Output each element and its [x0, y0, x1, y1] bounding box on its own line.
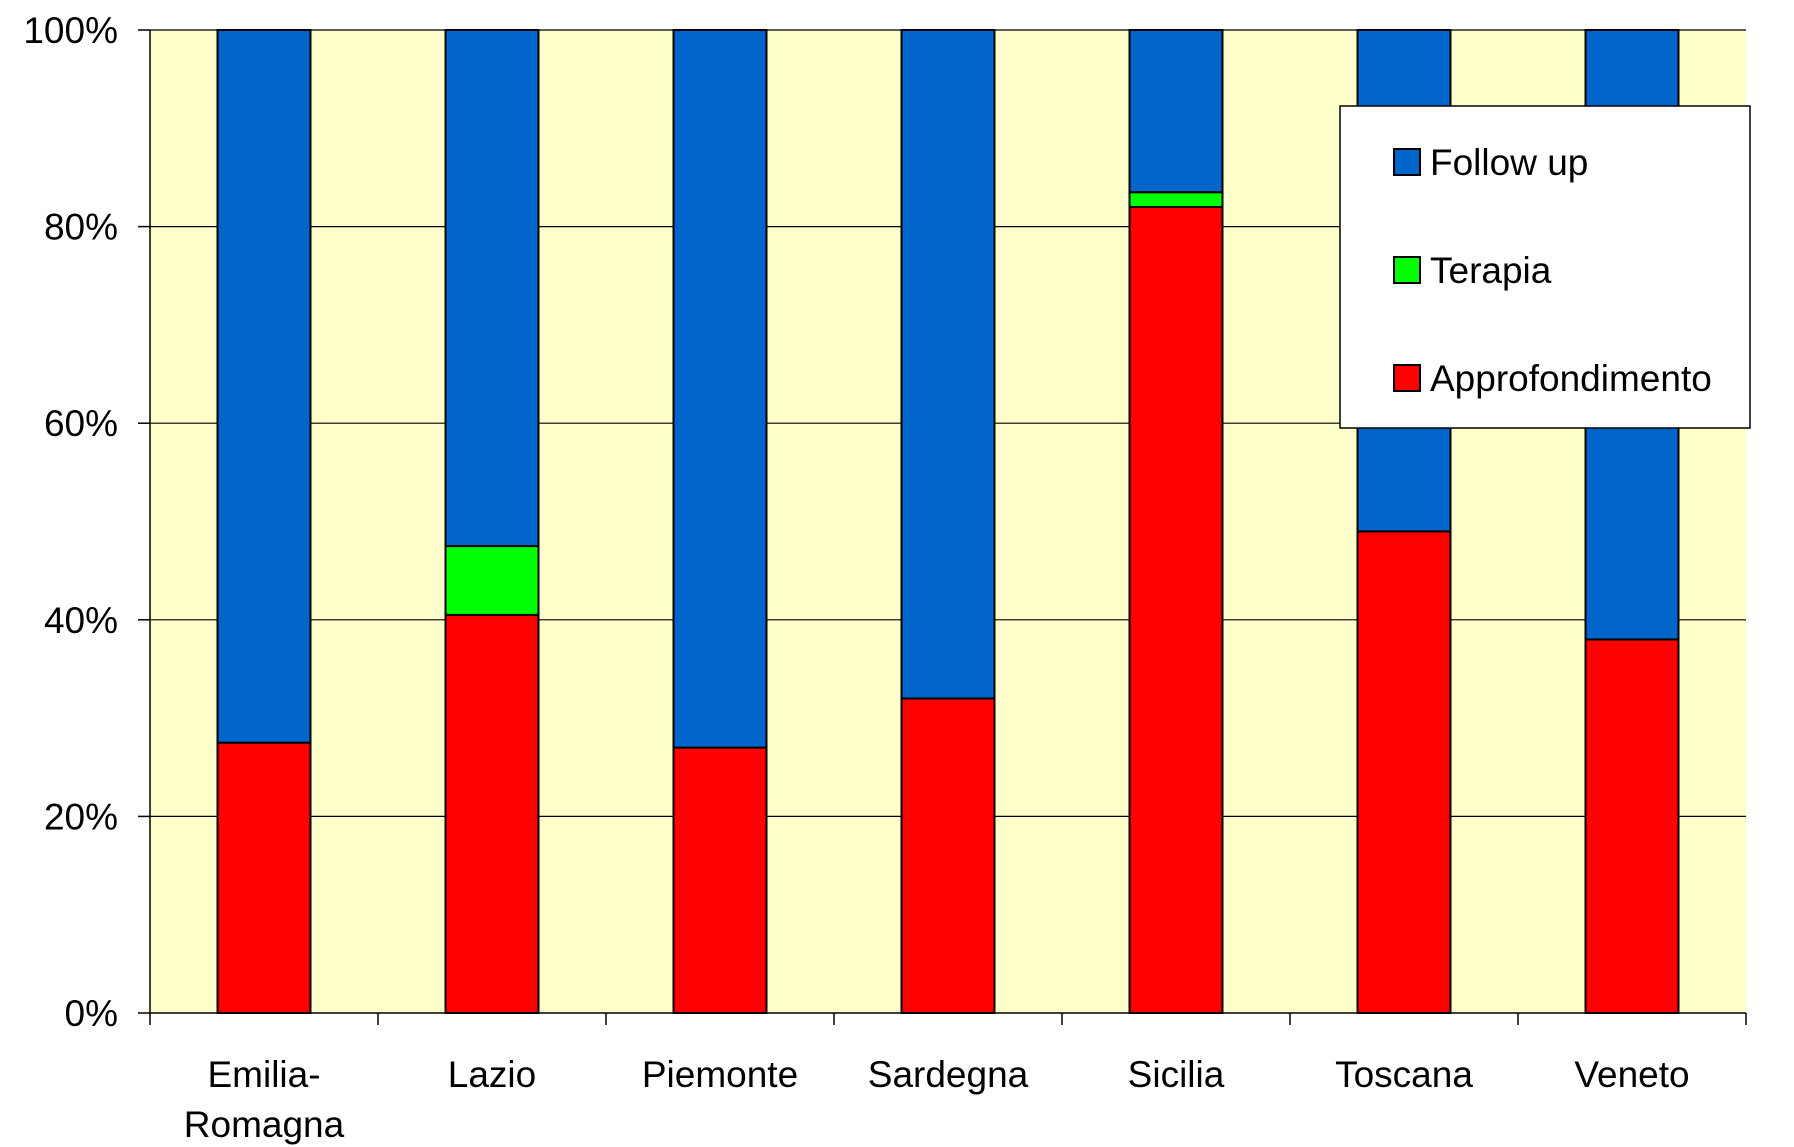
- bar-segment-follow-up: [900, 29, 996, 700]
- x-tick-label: Toscana: [1335, 1054, 1473, 1095]
- x-tick-label: Piemonte: [642, 1054, 798, 1095]
- legend-label-terapia: Terapia: [1430, 250, 1552, 291]
- y-tick-label: 40%: [44, 600, 118, 641]
- bar-segment-approfondimento: [216, 741, 312, 1014]
- bar-segment-approfondimento: [1584, 638, 1680, 1015]
- bar-segment-approfondimento: [900, 697, 996, 1014]
- bars: [216, 29, 1680, 1015]
- bar-segment-follow-up: [444, 29, 540, 548]
- bar-segment-follow-up: [672, 29, 768, 749]
- y-tick-label: 60%: [44, 403, 118, 444]
- bar-segment-approfondimento: [1356, 530, 1452, 1015]
- x-tick-label: Veneto: [1574, 1054, 1689, 1095]
- legend: Follow up Terapia Approfondimento: [1339, 105, 1751, 429]
- legend-swatch-terapia: [1393, 256, 1421, 284]
- y-tick-label: 80%: [44, 207, 118, 248]
- bar-segment-terapia: [1128, 191, 1224, 208]
- bar-segment-terapia: [444, 545, 540, 616]
- legend-label-follow-up: Follow up: [1430, 142, 1588, 183]
- bar-segment-approfondimento: [444, 613, 540, 1014]
- bar-segment-approfondimento: [1128, 205, 1224, 1014]
- bar-segment-follow-up: [216, 29, 312, 744]
- legend-label-approfondimento: Approfondimento: [1430, 358, 1712, 399]
- x-tick-label: Sardegna: [868, 1054, 1029, 1095]
- x-tick-label: Sicilia: [1128, 1054, 1225, 1095]
- axes: 0% 20% 40% 60% 80% 100% Emilia-Romagna Lazio Pie…: [23, 10, 1747, 1145]
- bar-segment-follow-up: [1128, 29, 1224, 194]
- y-tick-label: 0%: [65, 993, 118, 1034]
- y-tick-label: 100%: [23, 10, 118, 51]
- y-tick-label: 20%: [44, 796, 118, 837]
- bar-segment-approfondimento: [672, 746, 768, 1015]
- x-tick-label: Emilia-Romagna: [184, 1054, 345, 1145]
- x-tick-label: Lazio: [448, 1054, 536, 1095]
- legend-swatch-follow-up: [1393, 148, 1421, 176]
- legend-swatch-approfondimento: [1393, 364, 1421, 392]
